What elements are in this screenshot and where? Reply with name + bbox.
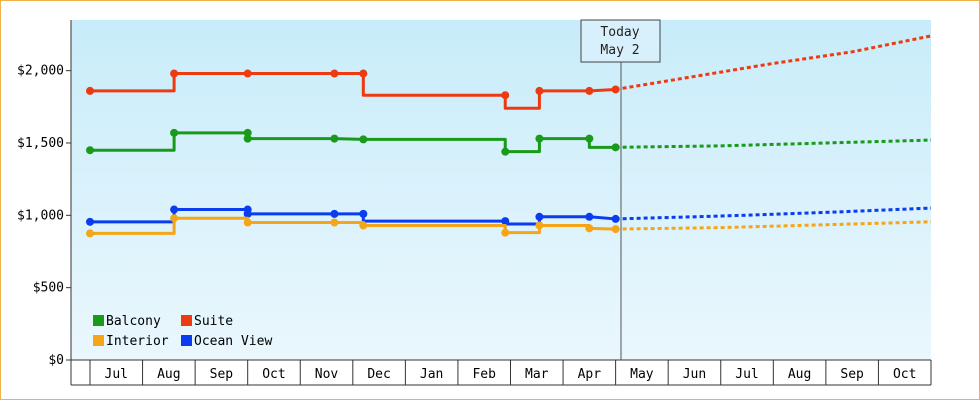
x-tick-label: May — [630, 367, 654, 382]
x-tick-label: Oct — [893, 367, 916, 382]
today-label-line2: May 2 — [600, 43, 639, 58]
data-point-ocean-view — [535, 212, 544, 221]
data-point-suite — [170, 69, 179, 78]
today-box — [580, 19, 661, 63]
data-point-balcony — [243, 134, 252, 143]
data-point-interior — [585, 224, 594, 233]
data-point-ocean-view — [585, 212, 594, 221]
forecast-line-interior — [615, 220, 932, 231]
y-tick-label: $1,000 — [17, 208, 64, 223]
data-point-balcony — [535, 134, 544, 143]
series-layer — [86, 34, 932, 238]
x-tick-label: Jan — [420, 367, 443, 382]
x-tick-label: Sep — [840, 367, 864, 382]
data-point-interior — [243, 218, 252, 227]
data-point-balcony — [330, 134, 339, 143]
today-marker: Today May 2 — [580, 19, 661, 360]
data-point-suite — [359, 69, 368, 78]
data-point-balcony — [585, 134, 594, 143]
legend-swatch-ocean-view — [181, 335, 192, 346]
legend-label-ocean-view: Ocean View — [194, 334, 272, 349]
x-tick-label: Aug — [788, 367, 811, 382]
legend: Balcony Suite Interior Ocean View — [93, 314, 272, 349]
x-tick-label: Oct — [262, 367, 285, 382]
series-line-balcony — [90, 131, 616, 154]
x-tick-label: Aug — [157, 367, 180, 382]
data-point-interior — [501, 228, 510, 237]
data-point-balcony — [170, 128, 179, 137]
x-tick-label: Nov — [315, 367, 339, 382]
legend-label-balcony: Balcony — [106, 314, 161, 329]
data-point-ocean-view — [170, 205, 179, 214]
data-point-suite — [86, 86, 94, 95]
series-balcony — [86, 128, 932, 156]
data-point-balcony — [359, 135, 368, 144]
plot-background — [71, 20, 931, 360]
series-interior — [86, 214, 932, 238]
x-tick-label: Feb — [472, 367, 496, 382]
legend-swatch-interior — [93, 335, 104, 346]
data-point-interior — [86, 229, 94, 238]
data-point-ocean-view — [243, 209, 252, 218]
legend-label-suite: Suite — [194, 314, 233, 329]
forecast-line-suite — [615, 34, 932, 91]
series-ocean-view — [86, 205, 932, 226]
data-point-balcony — [611, 143, 620, 152]
data-point-suite — [243, 69, 252, 78]
x-tick-label: Mar — [525, 367, 549, 382]
x-tick-label: Jun — [683, 367, 706, 382]
legend-label-interior: Interior — [106, 334, 169, 349]
x-tick-label: Apr — [578, 367, 602, 382]
data-point-suite — [501, 91, 510, 100]
data-point-ocean-view — [359, 209, 368, 218]
series-suite — [86, 34, 932, 110]
data-point-balcony — [243, 128, 252, 137]
data-point-balcony — [501, 147, 510, 156]
x-tick-label: Dec — [367, 367, 390, 382]
legend-swatch-suite — [181, 315, 192, 326]
today-label-line1: Today — [600, 25, 639, 40]
data-point-interior — [535, 221, 544, 230]
data-point-interior — [359, 221, 368, 230]
data-point-balcony — [86, 146, 94, 155]
x-tick-label: Jul — [105, 367, 128, 382]
y-tick-label: $1,500 — [17, 136, 64, 151]
data-point-suite — [585, 86, 594, 95]
x-tick-label: Jul — [735, 367, 758, 382]
data-point-ocean-view — [501, 217, 510, 226]
data-point-interior — [611, 225, 620, 234]
forecast-line-balcony — [615, 138, 932, 149]
data-point-ocean-view — [330, 209, 339, 218]
legend-swatch-balcony — [93, 315, 104, 326]
data-point-suite — [535, 86, 544, 95]
y-tick-label: $0 — [48, 353, 64, 368]
axes: $0 $500 $1,000 $1,500 $2,000 Jul Aug Sep Oct Nov D… — [17, 20, 932, 386]
data-point-interior — [330, 218, 339, 227]
forecast-line-ocean-view — [615, 206, 932, 221]
data-point-ocean-view — [86, 217, 94, 226]
y-tick-label: $500 — [33, 281, 64, 296]
data-point-interior — [170, 214, 179, 223]
x-tick-label: Sep — [210, 367, 234, 382]
data-point-suite — [611, 85, 620, 94]
data-point-suite — [330, 69, 339, 78]
data-point-ocean-view — [611, 214, 620, 223]
y-tick-label: $2,000 — [17, 64, 64, 79]
